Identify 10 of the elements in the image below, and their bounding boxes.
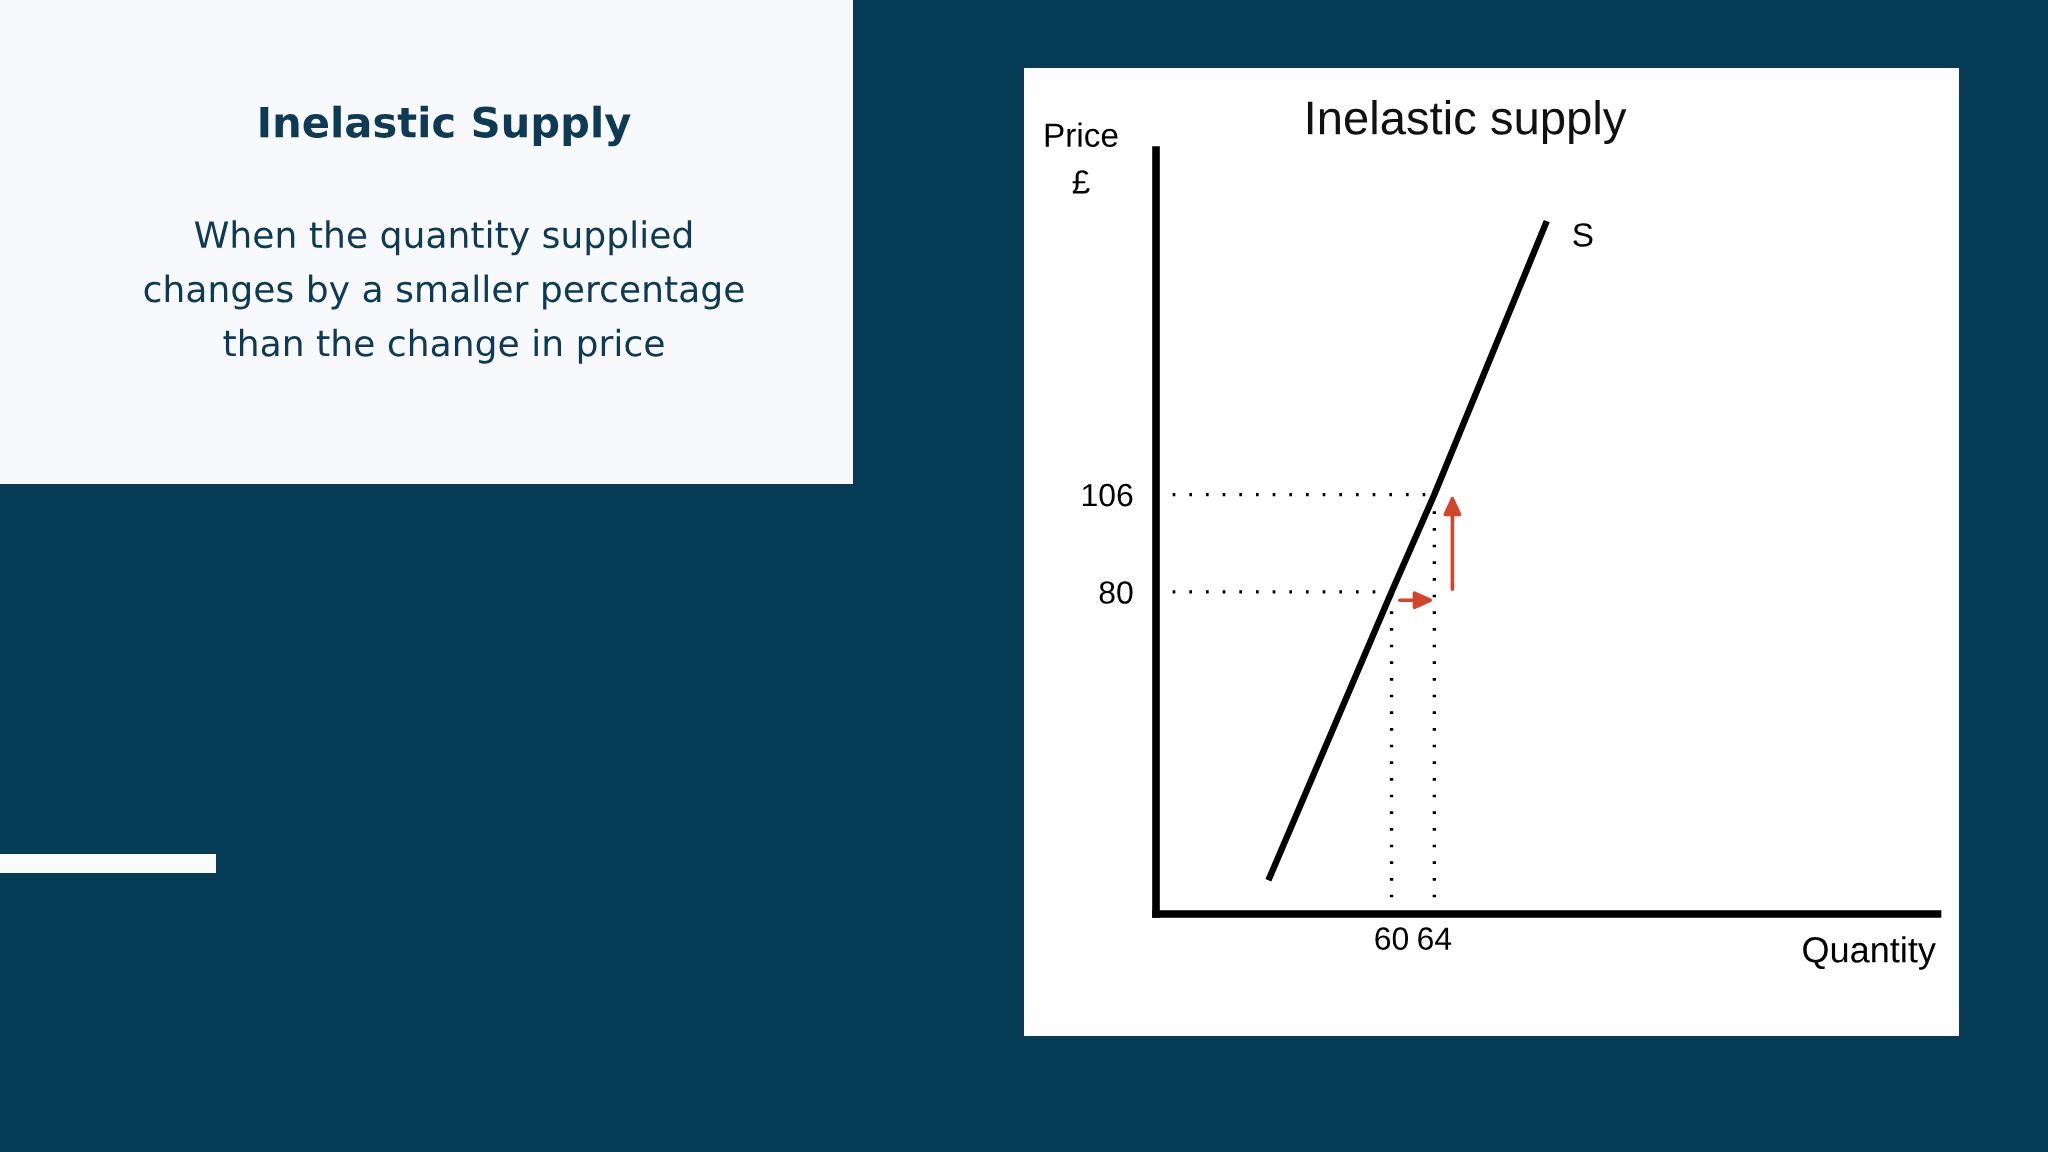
x-tick-label: 64 xyxy=(1418,927,1452,950)
x-axis-title: Quantity xyxy=(1803,936,1936,970)
x-tick-label: 60 xyxy=(1375,927,1409,950)
y-tick-label: 106 xyxy=(1082,483,1133,507)
text: Inelastic supply xyxy=(1307,99,1627,145)
text: When the quantity supplied changes by a smaller percentage than the change in price xyxy=(144,220,744,364)
y-tick-label: 80 xyxy=(1099,581,1133,604)
series-label: S xyxy=(1573,223,1593,247)
y-axis-title: Price £ xyxy=(1045,122,1118,194)
text: Inelastic Supply xyxy=(260,105,631,147)
